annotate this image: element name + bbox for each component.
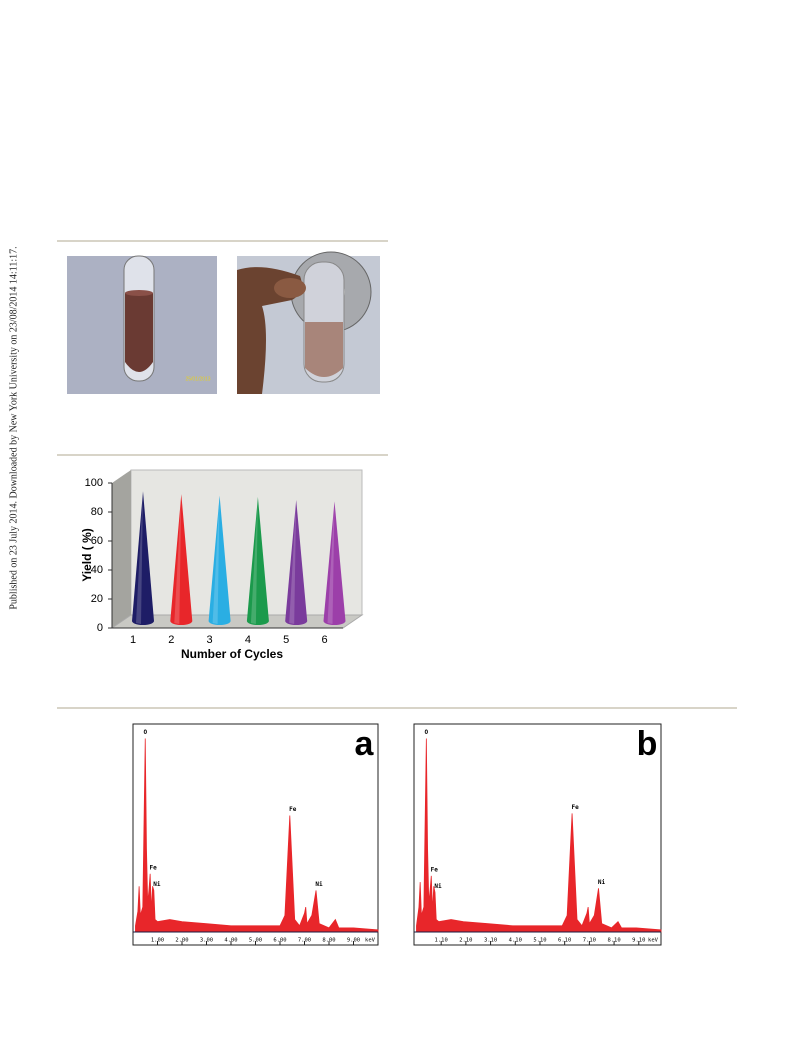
x-tick-label: 9.10 [632, 938, 645, 944]
y-tick-label: 0 [97, 622, 103, 634]
x-tick-label: 3.10 [484, 938, 497, 944]
x-tick-label: 5 [283, 634, 289, 646]
cone [170, 494, 193, 625]
y-tick-label: 60 [91, 535, 103, 547]
x-tick-label: 3.00 [200, 938, 213, 944]
x-tick-label: 6.00 [273, 938, 286, 944]
spectrum-frame [413, 723, 662, 946]
x-tick-label: 2 [168, 634, 174, 646]
spectrum-area [135, 738, 379, 933]
photo-date: 25/01/2013 [185, 376, 210, 382]
chart-3d-frame [110, 469, 364, 629]
x-tick-label: 5.10 [533, 938, 546, 944]
cone-highlight [250, 497, 258, 624]
peak-label: Fe [431, 866, 439, 873]
spectrum-area [416, 738, 662, 933]
peak-label: Ni [598, 879, 606, 886]
x-tick-label: 1 [130, 634, 136, 646]
y-tick-label: 100 [85, 477, 103, 489]
cone [246, 497, 269, 625]
x-tick-label: 2.10 [459, 938, 472, 944]
x-tick-label: 4.00 [224, 938, 237, 944]
peak-label: Ni [315, 881, 323, 888]
peak-label: Fe [289, 806, 297, 813]
x-tick-label: 1.10 [435, 938, 448, 944]
cone-highlight [174, 494, 182, 624]
x-tick-label: 4 [245, 634, 251, 646]
peak-label: O [143, 729, 147, 736]
x-tick-label: 8.00 [322, 938, 335, 944]
photo-left: 25/01/2013 [67, 255, 217, 394]
y-tick-label: 80 [91, 506, 103, 518]
unit-label: keV [648, 938, 659, 944]
x-tick-label: 6.10 [558, 938, 571, 944]
x-tick-label: 4.10 [509, 938, 522, 944]
x-tick-label: 6 [321, 634, 327, 646]
x-tick-label: 5.00 [249, 938, 262, 944]
spectrum-frame [132, 723, 379, 946]
panel-label: b [637, 725, 658, 763]
cone-highlight [289, 499, 297, 624]
peak-label: O [425, 729, 429, 736]
y-tick-label: 20 [91, 593, 103, 605]
photo-right [237, 251, 380, 394]
x-tick-label: 9.00 [347, 938, 360, 944]
x-tick-label: 1.00 [151, 938, 164, 944]
x-tick-label: 8.10 [607, 938, 620, 944]
y-tick-label: 40 [91, 564, 103, 576]
peak-label: Ni [434, 883, 442, 890]
cone [323, 501, 346, 625]
unit-label: keV [365, 938, 376, 944]
peak-label: Fe [571, 804, 579, 811]
side-note: Published on 23 July 2014. Downloaded by… [8, 246, 19, 609]
peak-label: Fe [150, 864, 158, 871]
peak-label: Ni [153, 881, 161, 888]
y-axis-label: Yield ( %) [80, 528, 94, 582]
x-tick-label: 2.00 [175, 938, 188, 944]
cone [132, 491, 154, 625]
cone-highlight [327, 501, 335, 624]
x-tick-label: 3 [207, 634, 213, 646]
cone-highlight [212, 495, 220, 624]
x-axis-label: Number of Cycles [181, 647, 283, 661]
cone [208, 495, 231, 625]
cone [285, 499, 308, 625]
cone-highlight [136, 491, 143, 624]
panel-label: a [355, 725, 375, 763]
x-tick-label: 7.10 [583, 938, 596, 944]
x-tick-label: 7.00 [298, 938, 311, 944]
